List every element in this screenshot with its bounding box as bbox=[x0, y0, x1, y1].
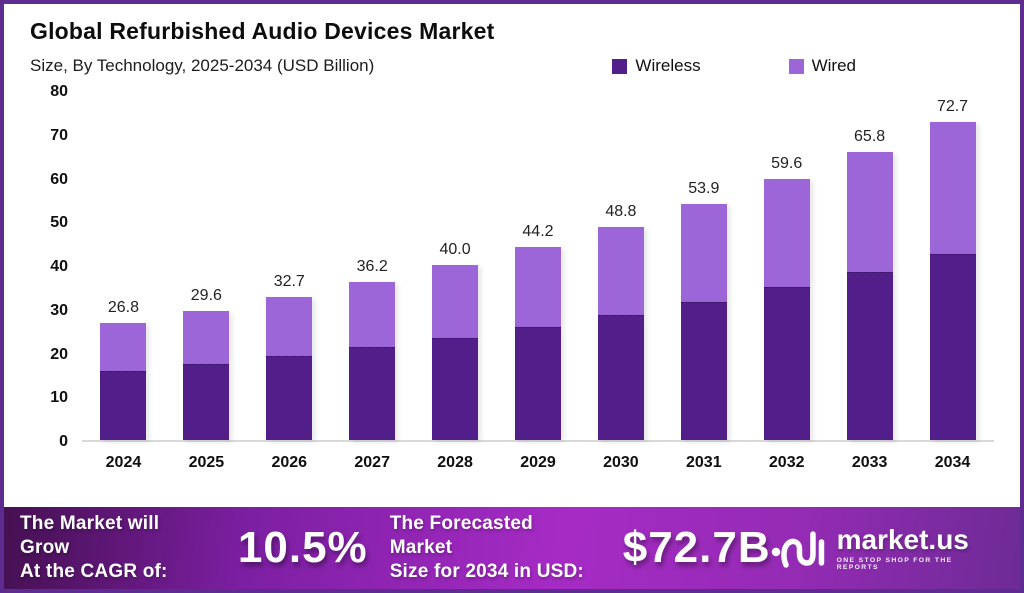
bar-group: 40.0 bbox=[414, 92, 497, 440]
brand-name: market.us bbox=[836, 523, 969, 555]
wireless-segment bbox=[846, 271, 893, 440]
bar-total-label: 48.8 bbox=[605, 202, 637, 220]
bar-group: 26.8 bbox=[82, 92, 165, 440]
wired-segment bbox=[432, 265, 479, 338]
x-axis-label: 2030 bbox=[603, 454, 639, 471]
wired-segment bbox=[183, 310, 230, 365]
brand-tagline: ONE STOP SHOP FOR THE REPORTS bbox=[836, 556, 953, 571]
wireless-segment bbox=[680, 302, 727, 440]
bar-total-label: 44.2 bbox=[522, 222, 554, 240]
bar-group: 59.6 bbox=[745, 92, 828, 440]
bar-total-label: 65.8 bbox=[854, 128, 886, 146]
wired-segment bbox=[929, 121, 976, 255]
wired-segment bbox=[597, 226, 644, 316]
y-tick-label: 30 bbox=[50, 301, 68, 319]
y-tick-label: 20 bbox=[50, 345, 68, 363]
x-axis-label: 2025 bbox=[188, 454, 225, 471]
wireless-segment bbox=[929, 254, 976, 440]
brand-text: market.us ONE STOP SHOP FOR THE REPORTS bbox=[836, 523, 998, 571]
wired-segment bbox=[266, 296, 313, 357]
bar-total-label: 26.8 bbox=[107, 298, 140, 316]
wireless-segment bbox=[763, 287, 810, 440]
forecast-value: $72.7B bbox=[622, 523, 771, 572]
header: Global Refurbished Audio Devices Market bbox=[4, 4, 1020, 45]
page-title: Global Refurbished Audio Devices Market bbox=[30, 18, 495, 44]
y-tick-label: 80 bbox=[50, 83, 68, 100]
bar-group: 29.6 bbox=[165, 92, 248, 440]
x-axis-label: 2034 bbox=[934, 454, 971, 471]
wired-segment bbox=[100, 322, 147, 372]
legend-item-wireless: Wireless bbox=[612, 56, 701, 76]
y-tick-label: 40 bbox=[50, 258, 68, 275]
y-tick-label: 0 bbox=[59, 433, 68, 450]
brand-logo: market.us ONE STOP SHOP FOR THE REPORTS bbox=[771, 524, 1004, 572]
bar-group: 44.2 bbox=[497, 92, 580, 440]
x-axis-label: 2033 bbox=[851, 454, 888, 471]
y-tick-label: 60 bbox=[50, 170, 68, 188]
x-axis-label: 2029 bbox=[520, 454, 556, 471]
bar-group: 53.9 bbox=[662, 92, 745, 440]
stacked-bar-chart: 0 10 20 30 40 50 60 70 80 26.8 29.6 32.7 36.2 40.0 44… bbox=[34, 83, 994, 484]
legend-label: Wired bbox=[811, 56, 856, 75]
x-axis: 2024 2025 2026 2027 2028 2029 2030 2031 2032 2033… bbox=[82, 454, 994, 472]
wired-segment bbox=[349, 281, 396, 348]
x-axis-label: 2026 bbox=[271, 454, 308, 471]
bar-total-label: 36.2 bbox=[356, 257, 388, 275]
x-axis-label: 2024 bbox=[105, 454, 142, 471]
wired-segment bbox=[763, 179, 810, 288]
y-axis: 0 10 20 30 40 50 60 70 80 bbox=[34, 83, 68, 450]
bar-total-label: 29.6 bbox=[190, 286, 222, 304]
wired-segment bbox=[846, 152, 893, 272]
bar-total-label: 32.7 bbox=[273, 272, 305, 290]
bar-group: 36.2 bbox=[331, 92, 414, 440]
bar-total-label: 59.6 bbox=[771, 155, 803, 173]
wireless-segment bbox=[100, 371, 147, 440]
wired-segment bbox=[514, 246, 561, 327]
cagr-value: 10.5% bbox=[237, 523, 368, 572]
y-tick-label: 70 bbox=[50, 126, 68, 144]
cagr-label: The Market will Grow At the CAGR of: bbox=[20, 512, 168, 583]
chart-subtitle: Size, By Technology, 2025-2034 (USD Bill… bbox=[30, 56, 375, 75]
plot-area: 26.8 29.6 32.7 36.2 40.0 44.2 48.8 53.9 59.6 65.8… bbox=[82, 92, 994, 442]
bar-group: 65.8 bbox=[828, 92, 911, 440]
wireless-swatch-icon bbox=[612, 58, 628, 74]
wired-swatch-icon bbox=[788, 58, 804, 74]
wired-segment bbox=[680, 204, 727, 303]
bar-total-label: 53.9 bbox=[688, 180, 720, 198]
x-axis-label: 2031 bbox=[686, 454, 722, 471]
footer-banner: The Market will Grow At the CAGR of: 10.… bbox=[4, 507, 1020, 589]
x-axis-label: 2028 bbox=[437, 454, 473, 471]
market-us-logo-icon bbox=[771, 531, 824, 568]
wireless-segment bbox=[349, 347, 396, 440]
legend-label: Wireless bbox=[635, 56, 701, 75]
x-axis-label: 2027 bbox=[354, 454, 390, 471]
legend-item-wired: Wired bbox=[788, 56, 856, 76]
wireless-segment bbox=[266, 356, 313, 440]
bar-group: 72.7 bbox=[911, 92, 994, 440]
bar-group: 32.7 bbox=[248, 92, 331, 440]
wireless-segment bbox=[183, 364, 230, 440]
wireless-segment bbox=[597, 315, 644, 440]
bar-group: 48.8 bbox=[579, 92, 662, 440]
y-tick-label: 10 bbox=[50, 389, 68, 407]
subtitle-row: Size, By Technology, 2025-2034 (USD Bill… bbox=[4, 45, 1020, 76]
wireless-segment bbox=[514, 326, 561, 440]
wireless-segment bbox=[432, 337, 479, 440]
chart-legend: Wireless Wired bbox=[612, 56, 994, 76]
bar-total-label: 72.7 bbox=[936, 97, 969, 115]
x-axis-label: 2032 bbox=[768, 454, 805, 471]
forecast-label: The Forecasted Market Size for 2034 in U… bbox=[389, 512, 584, 583]
y-tick-label: 50 bbox=[50, 214, 68, 232]
bar-total-label: 40.0 bbox=[439, 241, 471, 258]
